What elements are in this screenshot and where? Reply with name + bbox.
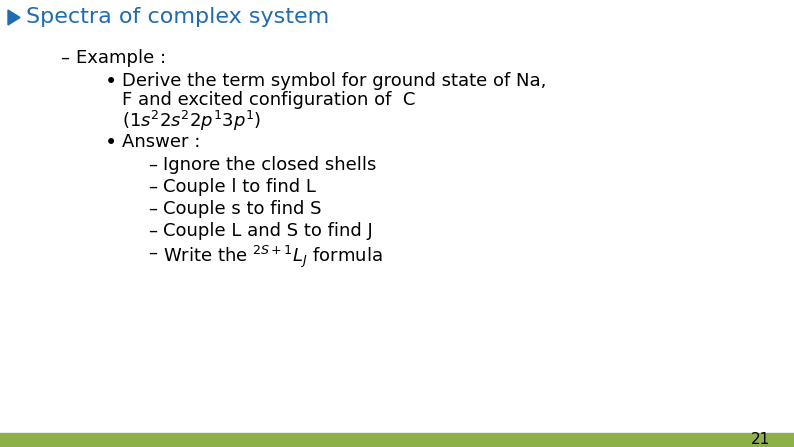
- Text: Write the $^{2S+1}L_{J}$ formula: Write the $^{2S+1}L_{J}$ formula: [163, 244, 383, 270]
- Text: –: –: [148, 178, 157, 196]
- Text: –: –: [148, 156, 157, 174]
- Text: Answer :: Answer :: [122, 133, 200, 151]
- Text: –: –: [148, 222, 157, 240]
- Text: F and excited configuration of  C: F and excited configuration of C: [122, 91, 415, 109]
- Text: –: –: [148, 244, 157, 262]
- Text: –: –: [148, 200, 157, 218]
- Text: Couple L and S to find J: Couple L and S to find J: [163, 222, 372, 240]
- Text: Spectra of complex system: Spectra of complex system: [26, 7, 330, 27]
- Text: Derive the term symbol for ground state of Na,: Derive the term symbol for ground state …: [122, 72, 546, 90]
- Text: Couple s to find S: Couple s to find S: [163, 200, 322, 218]
- Text: Ignore the closed shells: Ignore the closed shells: [163, 156, 376, 174]
- Text: •: •: [105, 72, 118, 92]
- Text: –: –: [60, 49, 69, 67]
- Text: 21: 21: [750, 433, 769, 447]
- Text: Couple l to find L: Couple l to find L: [163, 178, 316, 196]
- Text: •: •: [105, 133, 118, 153]
- Text: $(1s^{2}2s^{2}2p^{1}3p^{1})$: $(1s^{2}2s^{2}2p^{1}3p^{1})$: [122, 109, 261, 133]
- Text: Example :: Example :: [76, 49, 166, 67]
